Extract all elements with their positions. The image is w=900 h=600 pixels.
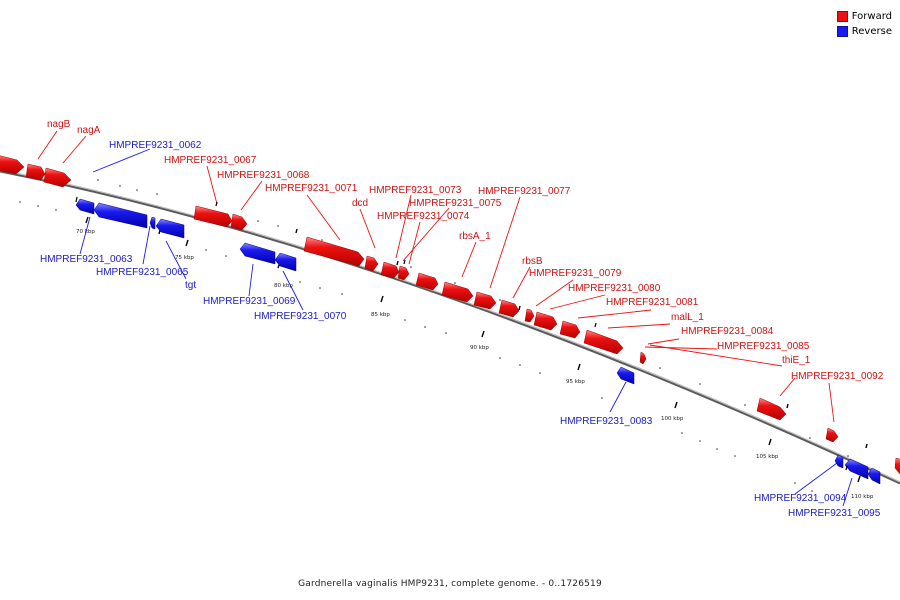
label-HMPREF9231_0095: HMPREF9231_0095	[788, 508, 881, 519]
gene-arrow-edge-right	[894, 457, 900, 475]
genome-caption: Gardnerella vaginalis HMP9231, complete …	[298, 579, 602, 589]
forward-callout-lines	[37, 130, 835, 423]
label-rbsB: rbsB	[522, 256, 543, 267]
label-malL_1: malL_1	[671, 312, 704, 323]
gene-arrow-HMPREF9231_0068	[230, 213, 248, 231]
gene-arrow-dcd	[364, 255, 379, 272]
label-HMPREF9231_0067: HMPREF9231_0067	[164, 155, 257, 166]
label-HMPREF9231_0063: HMPREF9231_0063	[40, 254, 133, 265]
tick-label-105kbp: 105 kbp	[756, 454, 779, 460]
label-HMPREF9231_0094: HMPREF9231_0094	[754, 493, 847, 504]
gene-arrow-nagA	[25, 163, 46, 181]
tick-label-95kbp: 95 kbp	[566, 379, 585, 385]
label-tgt: tgt	[185, 280, 196, 291]
label-HMPREF9231_0065: HMPREF9231_0065	[96, 267, 189, 278]
forward-genes	[0, 155, 900, 475]
gene-arrow-rbsA_1	[441, 281, 474, 303]
gene-arrow-rbsB	[498, 299, 520, 318]
gene-arrow-HMPREF9231_0092	[825, 427, 839, 443]
gene-arrow-HMPREF9231_0067	[193, 205, 233, 228]
label-HMPREF9231_0073: HMPREF9231_0073	[369, 185, 462, 196]
gene-arrow-nagB	[0, 155, 25, 175]
tick-label-110kbp: 110 kbp	[851, 494, 874, 500]
legend-label-forward: Forward	[851, 11, 892, 22]
minor-tick-dots	[19, 175, 849, 492]
tick-label-75kbp: 75 kbp	[175, 255, 194, 261]
gene-arrow-HMPREF9231_0083	[616, 366, 635, 385]
gene-arrow-HMPREF9231_0075	[415, 272, 439, 291]
gene-arrow-nagA2	[43, 167, 72, 188]
gene-arrow-HMPREF9231_0085	[639, 351, 647, 365]
label-HMPREF9231_0068: HMPREF9231_0068	[217, 170, 310, 181]
gene-arrow-HMPREF9231_0095b	[867, 467, 881, 485]
tick-label-100kbp: 100 kbp	[661, 416, 684, 422]
label-HMPREF9231_0081: HMPREF9231_0081	[606, 297, 699, 308]
tick-label-90kbp: 90 kbp	[470, 345, 489, 351]
label-HMPREF9231_0092: HMPREF9231_0092	[791, 371, 884, 382]
gene-strand-ticks	[75, 196, 848, 471]
gene-arrow-HMPREF9231_0077	[473, 291, 497, 310]
gene-arrow-HMPREF9231_0080	[533, 311, 558, 331]
gene-arrow-HMPREF9231_0071	[303, 236, 365, 267]
legend-swatch-forward	[836, 11, 848, 22]
label-nagB: nagB	[47, 119, 71, 130]
tick-label-80kbp: 80 kbp	[274, 283, 293, 289]
label-HMPREF9231_0069: HMPREF9231_0069	[203, 296, 296, 307]
gene-arrow-HMPREF9231_0095	[844, 458, 869, 480]
gene-arrow-HMPREF9231_0094	[834, 454, 844, 469]
gene-arrow-malL_1	[559, 320, 581, 339]
legend-item-reverse: Reverse	[836, 24, 892, 39]
gene-arrow-HMPREF9231_0063	[93, 202, 148, 229]
gene-arrow-HMPREF9231_0063-a	[75, 198, 95, 215]
gene-arrow-thiE_1	[756, 397, 787, 421]
genome-backbone	[0, 169, 900, 485]
label-HMPREF9231_0085: HMPREF9231_0085	[717, 341, 810, 352]
label-HMPREF9231_0077: HMPREF9231_0077	[478, 186, 571, 197]
gene-arrow-HMPREF9231_0073	[380, 261, 400, 279]
gene-arrow-HMPREF9231_0079	[524, 308, 535, 323]
reverse-callout-lines	[79, 148, 853, 507]
gene-arrow-HMPREF9231_0070	[274, 252, 297, 272]
gene-arrow-HMPREF9231_0074	[397, 265, 410, 281]
gene-arrow-HMPREF9231_0065	[149, 216, 156, 230]
label-HMPREF9231_0070: HMPREF9231_0070	[254, 311, 347, 322]
gene-arrow-HMPREF9231_0069	[239, 242, 276, 265]
label-HMPREF9231_0079: HMPREF9231_0079	[529, 268, 622, 279]
legend-label-reverse: Reverse	[851, 26, 892, 37]
tick-marks: 70 kbp 75 kbp 80 kbp 85 kbp 90 kbp 95 kb…	[19, 175, 874, 500]
legend-item-forward: Forward	[836, 9, 892, 24]
legend: Forward Reverse	[836, 9, 892, 39]
label-nagA: nagA	[77, 125, 101, 136]
label-HMPREF9231_0071: HMPREF9231_0071	[265, 183, 358, 194]
label-HMPREF9231_0084: HMPREF9231_0084	[681, 326, 774, 337]
gene-arrow-tgt	[155, 218, 185, 239]
label-HMPREF9231_0080: HMPREF9231_0080	[568, 283, 661, 294]
gene-arrow-HMPREF9231_0081	[583, 329, 624, 355]
label-dcd: dcd	[352, 198, 368, 209]
label-rbsA_1: rbsA_1	[459, 231, 491, 242]
label-HMPREF9231_0062: HMPREF9231_0062	[109, 140, 202, 151]
legend-swatch-reverse	[836, 26, 848, 37]
tick-label-85kbp: 85 kbp	[371, 312, 390, 318]
reverse-genes	[75, 198, 881, 485]
label-HMPREF9231_0083: HMPREF9231_0083	[560, 416, 653, 427]
label-HMPREF9231_0074: HMPREF9231_0074	[377, 211, 470, 222]
label-HMPREF9231_0075: HMPREF9231_0075	[409, 198, 502, 209]
label-thiE_1: thiE_1	[782, 355, 811, 366]
